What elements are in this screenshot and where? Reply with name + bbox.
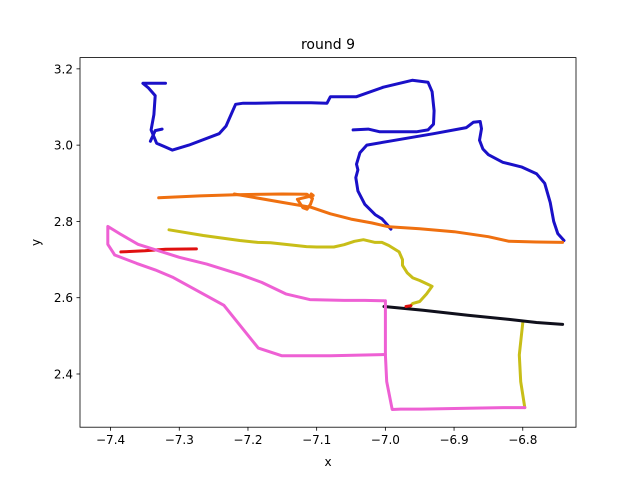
series-line-0 <box>354 120 566 242</box>
series-group <box>106 78 566 411</box>
y-tick-label: 3.2 <box>54 62 73 76</box>
series-line-7 <box>382 305 565 326</box>
plot-frame <box>79 57 577 428</box>
series-line-10 <box>383 299 527 411</box>
series-line-4 <box>232 192 565 244</box>
y-tick-label: 2.4 <box>54 367 73 381</box>
x-tick-label: −7.0 <box>371 433 400 447</box>
y-tick-label: 2.8 <box>54 215 73 229</box>
x-tick-label: −6.8 <box>508 433 537 447</box>
x-tick-label: −6.9 <box>439 433 468 447</box>
x-tick-label: −7.3 <box>165 433 194 447</box>
x-tick-label: −7.1 <box>302 433 331 447</box>
y-tick-label: 2.6 <box>54 291 73 305</box>
series-line-2 <box>148 127 164 143</box>
x-tick-label: −7.2 <box>233 433 262 447</box>
series-line-6 <box>517 321 527 410</box>
x-tick-label: −7.4 <box>96 433 125 447</box>
x-axis-label: x <box>324 455 331 469</box>
series-line-9 <box>404 304 413 308</box>
series-line-5 <box>167 228 434 309</box>
x-axis: −7.4 −7.3 −7.2 −7.1 −7.0 −6.9 −6.8 <box>96 427 537 447</box>
y-axis-label: y <box>29 239 43 246</box>
series-line-1 <box>141 78 436 152</box>
chart-title: round 9 <box>301 37 355 53</box>
y-axis: 2.4 2.6 2.8 3.0 3.2 <box>54 62 80 381</box>
series-line-11 <box>106 224 387 358</box>
series-line-3 <box>157 192 315 211</box>
y-tick-label: 3.0 <box>54 139 73 153</box>
